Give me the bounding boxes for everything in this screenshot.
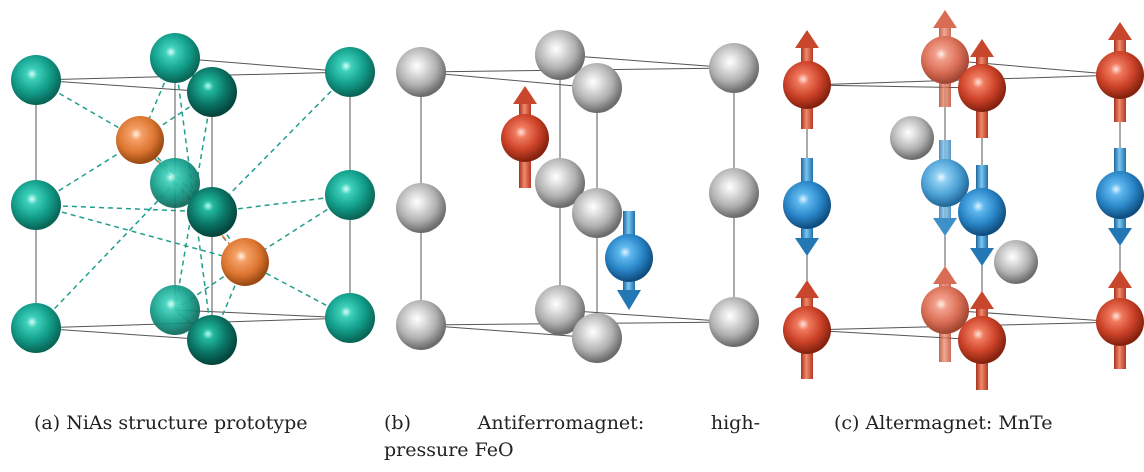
spin-down-atom [958, 165, 1006, 266]
ni-atom [150, 33, 200, 83]
caption-panel-a: (a) NiAs structure prototype [34, 412, 308, 434]
fe-atom [709, 43, 759, 93]
as-atom [221, 238, 269, 286]
crystal-structures-figure [11, 10, 1144, 390]
spin-up-atom [921, 10, 969, 107]
te-atom [890, 116, 934, 160]
fe-atom [572, 188, 622, 238]
spin-up-atom [1096, 22, 1144, 122]
spin-up-atom [501, 86, 549, 188]
ni-atom [325, 293, 375, 343]
ni-atom [150, 158, 200, 208]
panel-a-nias-structure [11, 33, 375, 365]
spin-up-atom [958, 291, 1006, 390]
fe-atom [572, 313, 622, 363]
fe-atom [535, 285, 585, 335]
fe-atom [709, 297, 759, 347]
fe-atom [396, 183, 446, 233]
ni-atom [11, 180, 61, 230]
ni-atom [325, 170, 375, 220]
spin-up-atom [783, 280, 831, 379]
ni-atom [11, 55, 61, 105]
fe-atom [396, 47, 446, 97]
fe-atom [572, 63, 622, 113]
spin-up-atom [921, 266, 969, 362]
spin-up-atom [783, 30, 831, 129]
caption-panel-b-line2: pressure FeO [384, 439, 514, 461]
caption-panel-c: (c) Altermagnet: MnTe [834, 412, 1053, 434]
caption-panel-b-word2: high- [710, 412, 760, 434]
ni-atom [187, 315, 237, 365]
fe-atom [709, 168, 759, 218]
fe-atom [535, 30, 585, 80]
fe-atom [535, 158, 585, 208]
caption-panel-b-line1: (b) Antiferromagnet: high- [384, 410, 760, 437]
spin-up-atom [958, 39, 1006, 138]
ni-atom [325, 47, 375, 97]
panel-c-altermagnet [783, 10, 1144, 390]
ni-atom [150, 285, 200, 335]
te-atom [994, 240, 1038, 284]
spin-down-atom [1096, 148, 1144, 246]
caption-panel-b: (b) Antiferromagnet: high- pressure FeO [384, 410, 760, 464]
spin-down-atom [783, 158, 831, 256]
caption-panel-b-label: (b) [384, 412, 411, 434]
panel-b-antiferromagnet [396, 30, 759, 363]
ni-atom [11, 303, 61, 353]
as-atom [116, 116, 164, 164]
spin-down-atom [921, 140, 969, 236]
ni-atom [187, 67, 237, 117]
spin-down-atom [605, 211, 653, 310]
spin-up-atom [1096, 270, 1144, 369]
fe-atom [396, 300, 446, 350]
caption-panel-b-word1: Antiferromagnet: [477, 412, 645, 434]
ni-atom [187, 187, 237, 237]
